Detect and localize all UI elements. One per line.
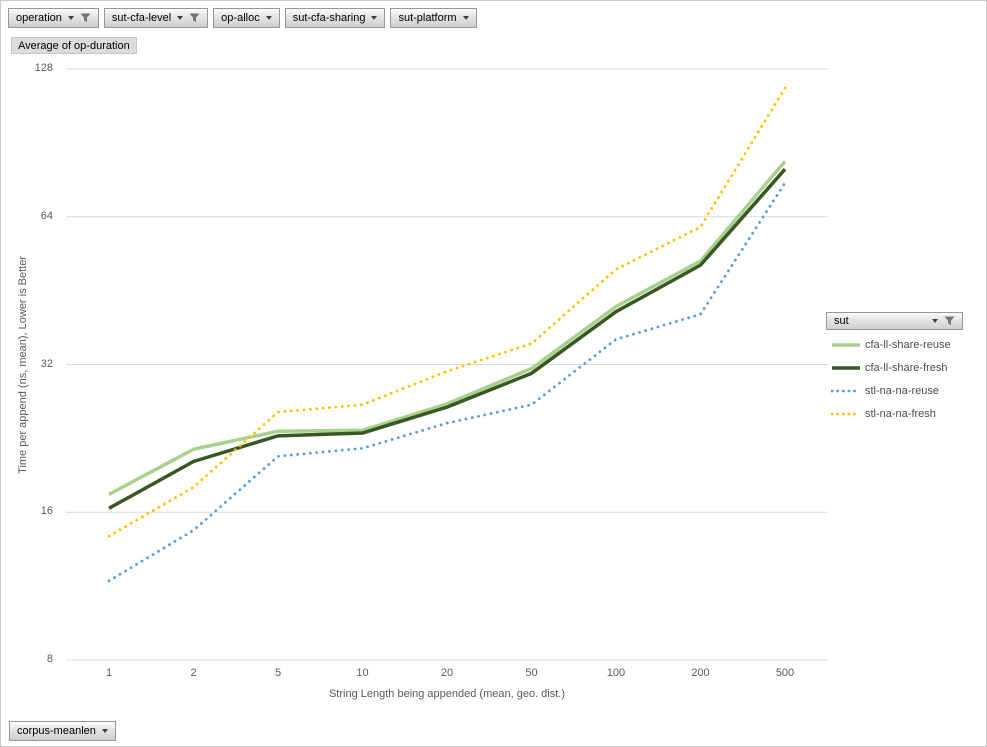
filter-button-sut-platform[interactable]: sut-platform (390, 8, 477, 28)
x-tick-label-2: 2 (190, 667, 197, 679)
filter-button-label: sut-cfa-sharing (292, 12, 366, 24)
legend-entry-cfa-ll-share-fresh: cfa-ll-share-fresh (831, 356, 951, 379)
legend: cfa-ll-share-reuse cfa-ll-share-fresh stl-… (831, 333, 951, 425)
x-tick-label-5: 5 (274, 667, 282, 679)
axis-field-label: corpus-meanlen (17, 725, 96, 737)
chevron-down-icon (67, 16, 74, 20)
chevron-down-icon (265, 16, 272, 20)
x-tick-label-10: 10 (356, 667, 369, 679)
filter-button-label: operation (16, 12, 62, 24)
y-tick-label-16: 16 (40, 505, 53, 518)
y-tick-label-8: 8 (46, 653, 53, 665)
series-line-cfa-ll-share-reuse (108, 160, 787, 496)
legend-field-button-sut[interactable]: sut (826, 312, 963, 330)
filter-button-sut-cfa-level[interactable]: sut-cfa-level (103, 8, 209, 28)
x-tick-label-200: 200 (691, 667, 710, 679)
axis-field-button-corpus-meanlen[interactable]: corpus-meanlen (9, 721, 116, 741)
legend-swatch-line (831, 389, 861, 392)
series-line-cfa-ll-share-fresh (108, 168, 787, 510)
legend-swatch-line (832, 342, 860, 347)
filter-button-label: sut-cfa-level (111, 12, 172, 24)
y-tick-label-64: 64 (40, 209, 53, 222)
filter-button-label: op-alloc (221, 12, 260, 24)
x-axis-title: String Length being appended (mean, geo.… (328, 688, 566, 700)
legend-entry-label: stl-na-na-reuse (865, 384, 939, 397)
series-line-stl-na-na-fresh (107, 86, 787, 538)
chevron-down-icon (101, 729, 108, 733)
filter-funnel-icon (944, 316, 955, 326)
legend-swatch-line (831, 412, 861, 415)
filter-button-sut-cfa-sharing[interactable]: sut-cfa-sharing (284, 8, 386, 28)
chevron-down-icon (371, 16, 378, 20)
chevron-down-icon (177, 16, 184, 20)
y-tick-label-128: 128 (34, 62, 53, 74)
x-tick-label-100: 100 (606, 667, 626, 679)
series-line-stl-na-na-reuse (107, 181, 787, 583)
filter-funnel-icon (80, 13, 91, 23)
x-tick-label-20: 20 (440, 667, 454, 679)
legend-entry-label: stl-na-na-fresh (865, 407, 936, 420)
legend-entry-stl-na-na-reuse: stl-na-na-reuse (831, 379, 951, 402)
filter-funnel-icon (189, 13, 200, 23)
legend-entry-stl-na-na-fresh: stl-na-na-fresh (831, 402, 951, 425)
legend-entry-cfa-ll-share-reuse: cfa-ll-share-reuse (831, 333, 951, 356)
legend-entry-label: cfa-ll-share-fresh (865, 361, 948, 374)
legend-swatch-line (832, 365, 860, 370)
x-tick-label-50: 50 (525, 667, 538, 679)
x-tick-label-1: 1 (105, 667, 113, 679)
value-field-button[interactable]: Average of op-duration (11, 37, 137, 54)
legend-field-label: sut (834, 315, 849, 327)
filter-button-op-alloc[interactable]: op-alloc (213, 8, 280, 28)
chevron-down-icon (932, 319, 938, 323)
chevron-down-icon (462, 16, 469, 20)
top-filter-button-row: operation sut-cfa-level op-alloc sut-cfa-sh… (8, 8, 477, 28)
filter-button-label: sut-platform (398, 12, 457, 24)
legend-entry-label: cfa-ll-share-reuse (865, 338, 951, 351)
value-field-label: Average of op-duration (18, 39, 130, 52)
y-axis-title: Time per append (ns, mean), Lower is Bet… (17, 255, 29, 474)
x-tick-label-500: 500 (775, 667, 795, 679)
y-tick-label-32: 32 (40, 357, 53, 370)
filter-button-operation[interactable]: operation (8, 8, 99, 28)
